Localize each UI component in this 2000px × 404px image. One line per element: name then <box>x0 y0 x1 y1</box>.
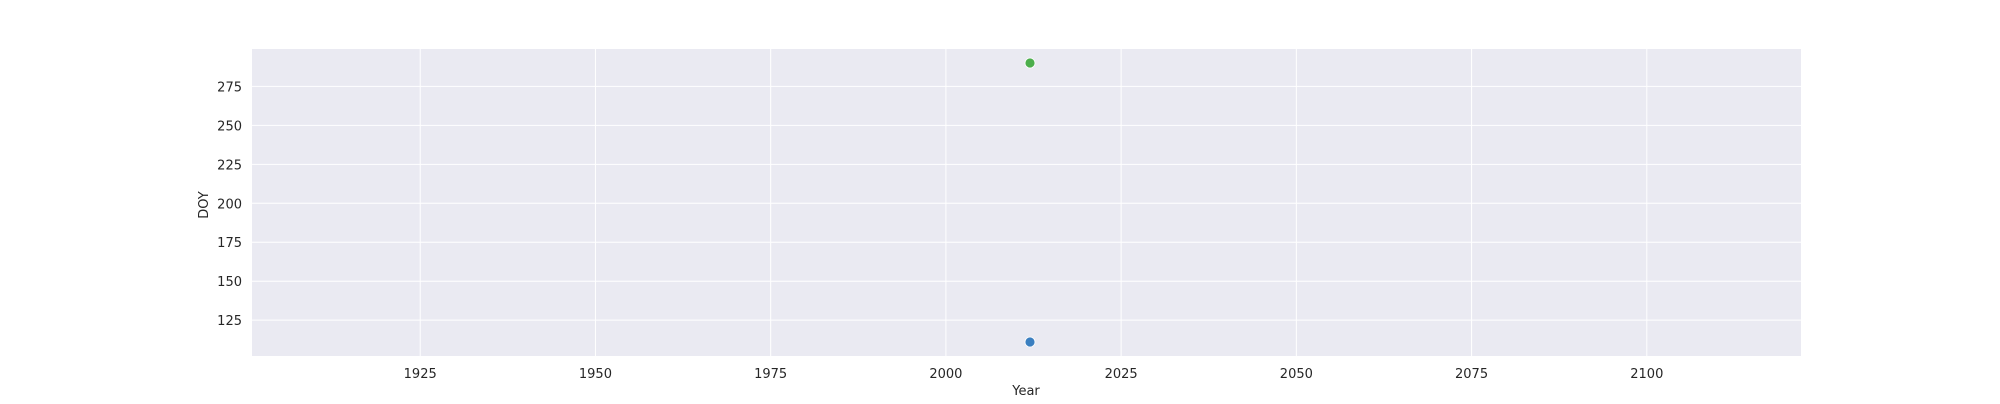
y-tick-label: 175 <box>217 236 242 251</box>
x-tick-label: 2025 <box>1105 367 1138 382</box>
y-tick-label: 225 <box>217 158 242 173</box>
plot-area <box>252 49 1801 356</box>
y-tick-label: 250 <box>217 119 242 134</box>
x-tick-label: 1925 <box>404 367 437 382</box>
x-tick-label: 2100 <box>1630 367 1663 382</box>
x-tick-label: 2000 <box>929 367 962 382</box>
data-points <box>1024 57 1036 348</box>
data-point <box>1024 336 1036 348</box>
x-tick-label: 2075 <box>1455 367 1488 382</box>
y-tick-label: 150 <box>217 275 242 290</box>
x-tick-label: 1950 <box>579 367 612 382</box>
x-axis-label: Year <box>1011 384 1040 399</box>
y-tick-label: 200 <box>217 197 242 212</box>
tick-labels: 1925 1950 1975 2000 2025 2050 2075 2100 125 150 17… <box>217 80 1663 382</box>
grid-lines <box>252 49 1801 356</box>
x-tick-label: 1975 <box>754 367 787 382</box>
data-point <box>1024 57 1036 69</box>
y-tick-label: 125 <box>217 314 242 329</box>
x-tick-label: 2050 <box>1280 367 1313 382</box>
y-axis-label: DOY <box>197 191 212 219</box>
y-tick-label: 275 <box>217 80 242 95</box>
